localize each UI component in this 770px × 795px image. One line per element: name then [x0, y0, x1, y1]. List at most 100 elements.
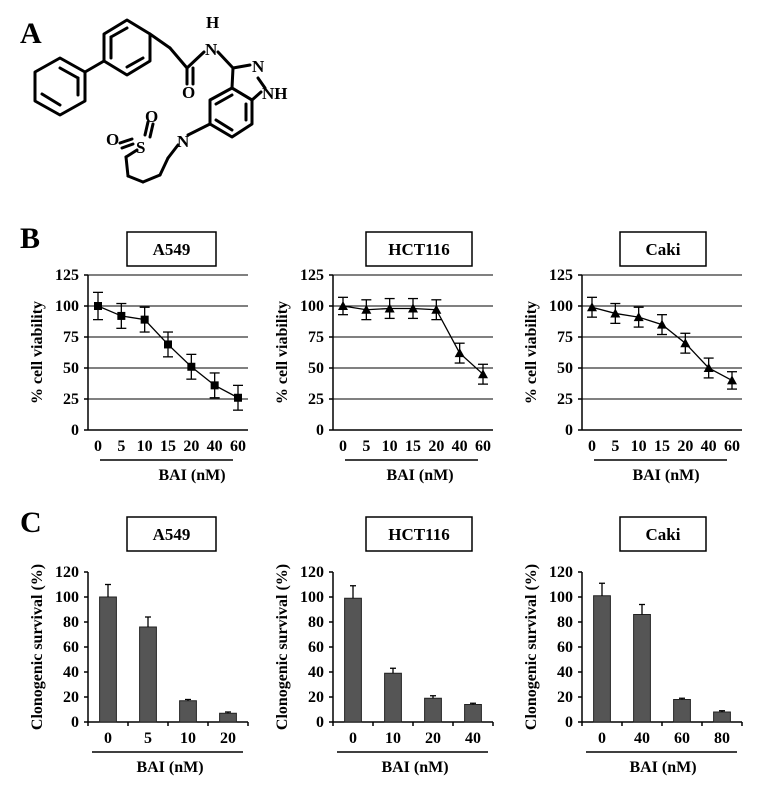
- x-tick-label: 60: [674, 730, 690, 747]
- x-tick-label: 60: [724, 438, 740, 455]
- atom-n-sultam: N: [177, 132, 190, 151]
- y-tick-label: 100: [55, 298, 79, 315]
- bar: [673, 699, 691, 723]
- data-point: [140, 315, 149, 324]
- data-point: [703, 363, 714, 372]
- y-tick-label: 60: [63, 639, 79, 656]
- y-tick-label: 75: [308, 329, 324, 346]
- title-box: [365, 231, 473, 267]
- y-tick-label: 125: [55, 267, 79, 284]
- y-tick-label: 80: [308, 614, 324, 631]
- x-tick-label: 5: [362, 438, 370, 455]
- y-tick-label: 25: [308, 391, 324, 408]
- x-tick-label: 20: [677, 438, 693, 455]
- chart-title: A549: [153, 240, 191, 259]
- bar: [384, 672, 402, 723]
- y-tick-label: 100: [300, 298, 324, 315]
- y-tick-label: 60: [557, 639, 573, 656]
- y-tick-label: 20: [63, 689, 79, 706]
- data-point: [454, 348, 465, 358]
- x-tick-label: 0: [104, 730, 112, 747]
- title-box: [365, 516, 473, 552]
- panel-letter-c: C: [20, 506, 42, 539]
- atom-o1: O: [106, 130, 119, 149]
- data-point: [164, 340, 172, 349]
- x-tick-label: 40: [465, 730, 481, 747]
- y-tick-label: 50: [63, 360, 79, 377]
- bar: [633, 614, 651, 723]
- data-point: [657, 319, 667, 329]
- x-tick-label: 0: [349, 730, 357, 747]
- data-point: [408, 303, 418, 313]
- title-box: [126, 231, 217, 267]
- bar: [219, 712, 237, 723]
- y-tick-label: 75: [63, 329, 79, 346]
- y-tick-label: 75: [557, 329, 573, 346]
- x-tick-label: 15: [160, 438, 176, 455]
- x-tick-label: 5: [611, 438, 619, 455]
- x-tick-label: 20: [428, 438, 444, 455]
- y-tick-label: 100: [549, 298, 573, 315]
- y-tick-label: 25: [557, 391, 573, 408]
- data-point: [478, 369, 488, 379]
- y-tick-label: 0: [316, 714, 324, 731]
- atom-o2: O: [145, 107, 158, 126]
- y-tick-label: 0: [71, 714, 79, 731]
- x-tick-label: 5: [117, 438, 125, 455]
- y-axis-label: Clonogenic survival (%): [274, 564, 291, 730]
- data-point: [384, 303, 395, 313]
- chart-title: HCT116: [388, 525, 449, 544]
- x-tick-label: 0: [339, 438, 347, 455]
- x-tick-label: 60: [230, 438, 246, 455]
- x-axis-label: BAI (nM): [632, 467, 699, 484]
- x-tick-label: 15: [405, 438, 421, 455]
- bar: [99, 596, 117, 723]
- title-box: [619, 516, 707, 552]
- y-axis-label: % cell viability: [29, 301, 46, 404]
- data-point: [234, 393, 242, 402]
- y-tick-label: 100: [55, 589, 79, 606]
- y-tick-label: 125: [300, 267, 324, 284]
- y-tick-label: 60: [308, 639, 324, 656]
- x-tick-label: 20: [183, 438, 199, 455]
- atom-o-carbonyl: O: [182, 83, 195, 102]
- y-tick-label: 20: [308, 689, 324, 706]
- y-tick-label: 80: [557, 614, 573, 631]
- chemical-atom-labels: H N O N NH N S O O: [106, 13, 288, 157]
- data-point: [431, 304, 442, 314]
- panel-letter-b: B: [20, 222, 40, 255]
- x-tick-label: 0: [94, 438, 102, 455]
- y-tick-label: 100: [300, 589, 324, 606]
- bar: [344, 597, 362, 723]
- y-tick-label: 120: [55, 564, 79, 581]
- title-box: [126, 516, 217, 552]
- x-tick-label: 40: [452, 438, 468, 455]
- y-tick-label: 50: [557, 360, 573, 377]
- chart-4-a549: A549 0 20 40 60 80 100 120 0 5 10 20 BAI (nM) Clonoge…: [29, 516, 249, 776]
- y-tick-label: 0: [71, 422, 79, 439]
- y-tick-label: 40: [63, 664, 79, 681]
- x-tick-label: 10: [382, 438, 398, 455]
- x-axis-label: BAI (nM): [381, 759, 448, 776]
- data-point: [361, 304, 372, 314]
- data-point: [94, 302, 102, 310]
- data-point: [187, 362, 196, 371]
- chart-6-caki: Caki 0 20 40 60 80 100 120 0 40 60 80 BAI (nM) Clonog…: [523, 516, 743, 776]
- x-axis-label: BAI (nM): [136, 759, 203, 776]
- x-tick-label: 15: [654, 438, 670, 455]
- atom-s: S: [136, 138, 145, 157]
- y-axis-label: % cell viability: [274, 301, 291, 404]
- x-tick-label: 60: [475, 438, 491, 455]
- data-point: [727, 375, 737, 385]
- x-tick-label: 20: [425, 730, 441, 747]
- chart-title: A549: [153, 525, 191, 544]
- data-point: [210, 381, 219, 390]
- x-axis-label: BAI (nM): [386, 467, 453, 484]
- y-tick-label: 40: [308, 664, 324, 681]
- x-tick-label: 10: [137, 438, 153, 455]
- data-point: [680, 338, 691, 348]
- benzo-ring: [208, 86, 254, 139]
